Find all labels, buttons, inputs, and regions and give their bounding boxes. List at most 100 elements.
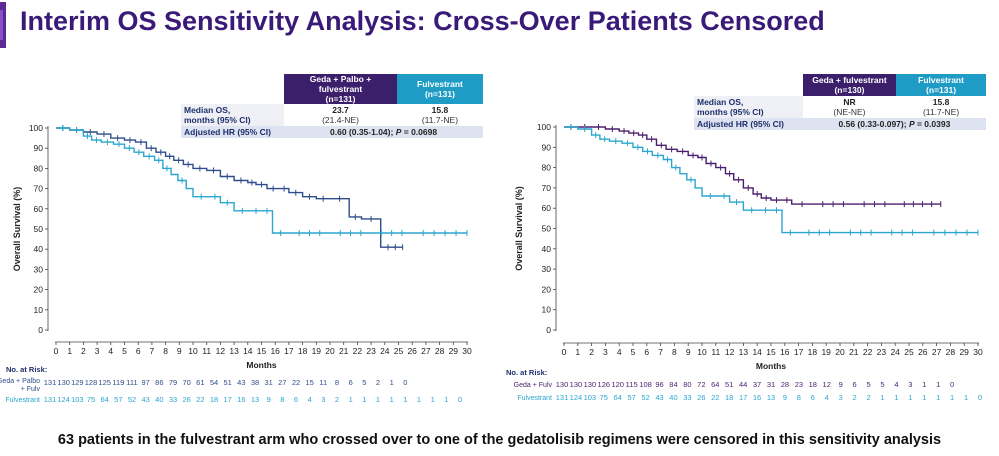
right-summary-table: Geda + fulvestrant (n=130) Fulvestrant (… [694, 74, 986, 130]
left-p-value: = 0.0698 [403, 127, 438, 137]
right-hr-value: 0.56 (0.33-0.097); [838, 119, 907, 129]
risk-value: 1 [362, 395, 366, 404]
y-tick-label: 80 [542, 163, 552, 173]
x-tick-label: 3 [603, 347, 608, 357]
title-accent-bar [0, 2, 6, 48]
left-header-ctrl-n: (n=131) [424, 89, 455, 99]
right-risk-ctrl-label: Fulvestrant [517, 395, 552, 402]
risk-value: 3 [321, 395, 325, 404]
x-tick-label: 0 [54, 346, 59, 356]
x-tick-label: 15 [257, 346, 267, 356]
risk-value: 119 [112, 378, 124, 387]
risk-value: 11 [319, 378, 327, 387]
left-risk-table: No. at Risk: Geda + Palbo+ Fulv Fulvestran… [0, 365, 462, 404]
left-summary-table: Geda + Palbo + fulvestrant (n=131) Fulve… [181, 74, 483, 138]
y-tick-label: 70 [542, 183, 552, 193]
risk-value: 126 [598, 380, 611, 389]
right-p-label: P [908, 119, 915, 129]
risk-value: 2 [853, 393, 857, 402]
risk-value: 13 [251, 395, 259, 404]
risk-value: 103 [584, 393, 597, 402]
risk-value: 54 [210, 378, 218, 387]
left-median-label-a: Median OS, [184, 105, 231, 115]
risk-value: 1 [922, 393, 926, 402]
risk-value: 111 [126, 378, 137, 387]
risk-value: 13 [767, 393, 775, 402]
x-tick-label: 28 [946, 347, 956, 357]
risk-value: 22 [196, 395, 204, 404]
risk-value: 1 [936, 380, 940, 389]
risk-value: 0 [950, 380, 954, 389]
left-header-ctrl-name: Fulvestrant [417, 79, 463, 89]
x-tick-label: 23 [877, 347, 887, 357]
y-tick-label: 20 [34, 285, 44, 295]
risk-value: 43 [237, 378, 245, 387]
x-tick-label: 17 [794, 347, 804, 357]
risk-value: 1 [936, 393, 940, 402]
right-p-value: = 0.0393 [916, 119, 951, 129]
y-tick-label: 100 [537, 122, 551, 132]
x-tick-label: 4 [617, 347, 622, 357]
right-header-ctrl: Fulvestrant (n=131) [896, 74, 986, 96]
series-line-0 [564, 126, 941, 205]
risk-value: 9 [267, 395, 271, 404]
x-tick-label: 25 [394, 346, 404, 356]
risk-value: 18 [809, 380, 817, 389]
left-arm-median-cell: 23.7 (21.4-NE) [284, 104, 397, 126]
risk-value: 1 [880, 393, 884, 402]
risk-value: 43 [141, 395, 149, 404]
risk-value: 4 [894, 380, 898, 389]
risk-value: 1 [390, 378, 394, 387]
x-tick-label: 12 [216, 346, 226, 356]
risk-value: 5 [880, 380, 884, 389]
x-tick-label: 28 [435, 346, 445, 356]
risk-value: 16 [753, 393, 761, 402]
risk-value: 72 [697, 380, 705, 389]
risk-value: 18 [725, 393, 733, 402]
risk-value: 5 [866, 380, 870, 389]
risk-value: 86 [155, 378, 163, 387]
x-tick-label: 25 [904, 347, 914, 357]
risk-value: 40 [669, 393, 677, 402]
risk-value: 131 [556, 393, 569, 402]
risk-value: 31 [767, 380, 775, 389]
right-ctrl-median: 15.8 [932, 97, 950, 107]
left-risk-title: No. at Risk: [6, 365, 47, 374]
x-tick-label: 7 [150, 346, 155, 356]
y-tick-label: 0 [38, 325, 43, 335]
risk-value: 27 [278, 378, 286, 387]
right-risk-ctrl-row: 131 124 103 75 64 57 52 43 40 33 26 22 18 17 16 13 9 8 6 4 3… [556, 393, 982, 402]
risk-value: 1 [390, 395, 394, 404]
risk-value: 4 [825, 393, 829, 402]
risk-value: 51 [223, 378, 231, 387]
y-tick-label: 40 [542, 244, 552, 254]
left-hr-label: Adjusted HR (95% CI) [181, 126, 285, 138]
left-ctrl-ci: (11.7-NE) [421, 115, 459, 125]
risk-value: 96 [655, 380, 663, 389]
risk-value: 3 [908, 380, 912, 389]
risk-value: 18 [210, 395, 218, 404]
left-risk-arm-row: 131 130 129 128 125 119 111 97 86 79 70 61 54 51 43 38 3… [44, 378, 408, 387]
left-ctrl-median-cell: 15.8 (11.7-NE) [396, 104, 483, 126]
risk-value: 108 [639, 380, 652, 389]
risk-value: 2 [335, 395, 339, 404]
risk-value: 8 [335, 378, 339, 387]
left-risk-ctrl-label: Fulvestrant [5, 397, 40, 404]
footnote: 63 patients in the fulvestrant arm who c… [57, 432, 942, 448]
x-tick-label: 22 [863, 347, 873, 357]
risk-value: 8 [280, 395, 284, 404]
risk-value: 129 [71, 378, 84, 387]
risk-value: 1 [894, 393, 898, 402]
y-tick-label: 90 [34, 143, 44, 153]
risk-value: 28 [781, 380, 789, 389]
series-line-1 [564, 126, 978, 234]
risk-value: 1 [417, 395, 421, 404]
risk-value: 9 [839, 380, 843, 389]
x-tick-label: 5 [631, 347, 636, 357]
y-tick-label: 20 [542, 284, 552, 294]
risk-value: 0 [978, 393, 982, 402]
risk-value: 79 [169, 378, 177, 387]
